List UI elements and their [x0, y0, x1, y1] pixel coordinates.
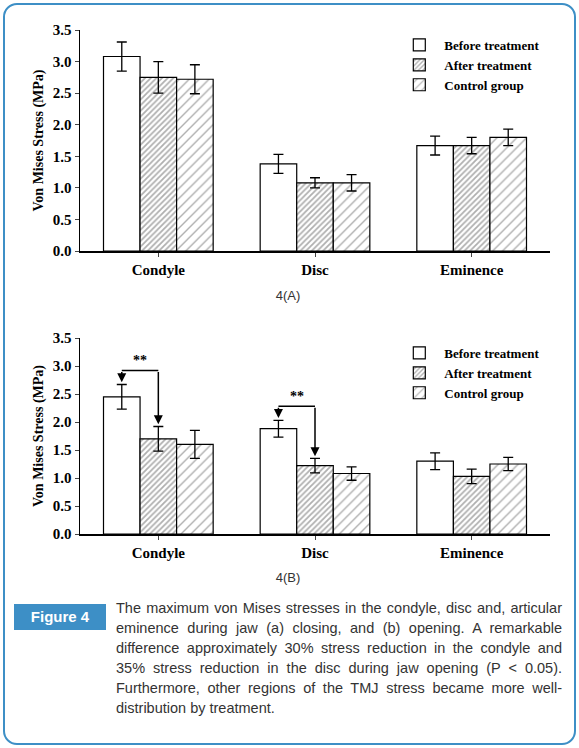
svg-text:2.0: 2.0	[53, 117, 72, 133]
svg-text:Eminence: Eminence	[440, 262, 504, 278]
svg-text:**: **	[290, 389, 304, 404]
html-text:The maximum von Mises stresses: The maximum von Mises stresses in the co…	[116, 600, 562, 716]
svg-text:Control group: Control group	[444, 78, 523, 93]
svg-text:2.0: 2.0	[53, 414, 72, 430]
html-text:4(A): 4(A)	[275, 288, 301, 303]
svg-text:After treatment: After treatment	[444, 58, 532, 73]
svg-text:Disc: Disc	[301, 545, 329, 561]
svg-text:Disc: Disc	[301, 262, 329, 278]
html-text:Figure 4: Figure 4	[30, 608, 90, 625]
svg-text:0.5: 0.5	[53, 498, 72, 514]
svg-text:Condyle: Condyle	[132, 262, 186, 278]
svg-text:2.5: 2.5	[53, 386, 72, 402]
svg-text:After treatment: After treatment	[444, 366, 532, 381]
svg-text:0.0: 0.0	[53, 243, 72, 259]
svg-text:**: **	[133, 353, 147, 368]
svg-text:Condyle: Condyle	[132, 545, 186, 561]
svg-text:1.0: 1.0	[53, 180, 72, 196]
svg-text:3.0: 3.0	[53, 358, 72, 374]
svg-text:0.5: 0.5	[53, 212, 72, 228]
svg-text:3.5: 3.5	[53, 22, 72, 38]
svg-text:2.5: 2.5	[53, 85, 72, 101]
svg-text:3.0: 3.0	[53, 54, 72, 70]
svg-text:Before treatment: Before treatment	[444, 346, 539, 361]
svg-text:0.0: 0.0	[53, 526, 72, 542]
svg-text:Control group: Control group	[444, 386, 523, 401]
svg-text:1.0: 1.0	[53, 470, 72, 486]
svg-text:Before treatment: Before treatment	[444, 38, 539, 53]
svg-text:Eminence: Eminence	[440, 545, 504, 561]
svg-text:Von Mises Stress (MPa): Von Mises Stress (MPa)	[31, 69, 47, 211]
svg-text:1.5: 1.5	[53, 149, 72, 165]
svg-text:1.5: 1.5	[53, 442, 72, 458]
svg-text:Von Mises Stress (MPa): Von Mises Stress (MPa)	[31, 365, 47, 507]
html-text:4(B): 4(B)	[275, 570, 301, 585]
svg-text:3.5: 3.5	[53, 330, 72, 346]
